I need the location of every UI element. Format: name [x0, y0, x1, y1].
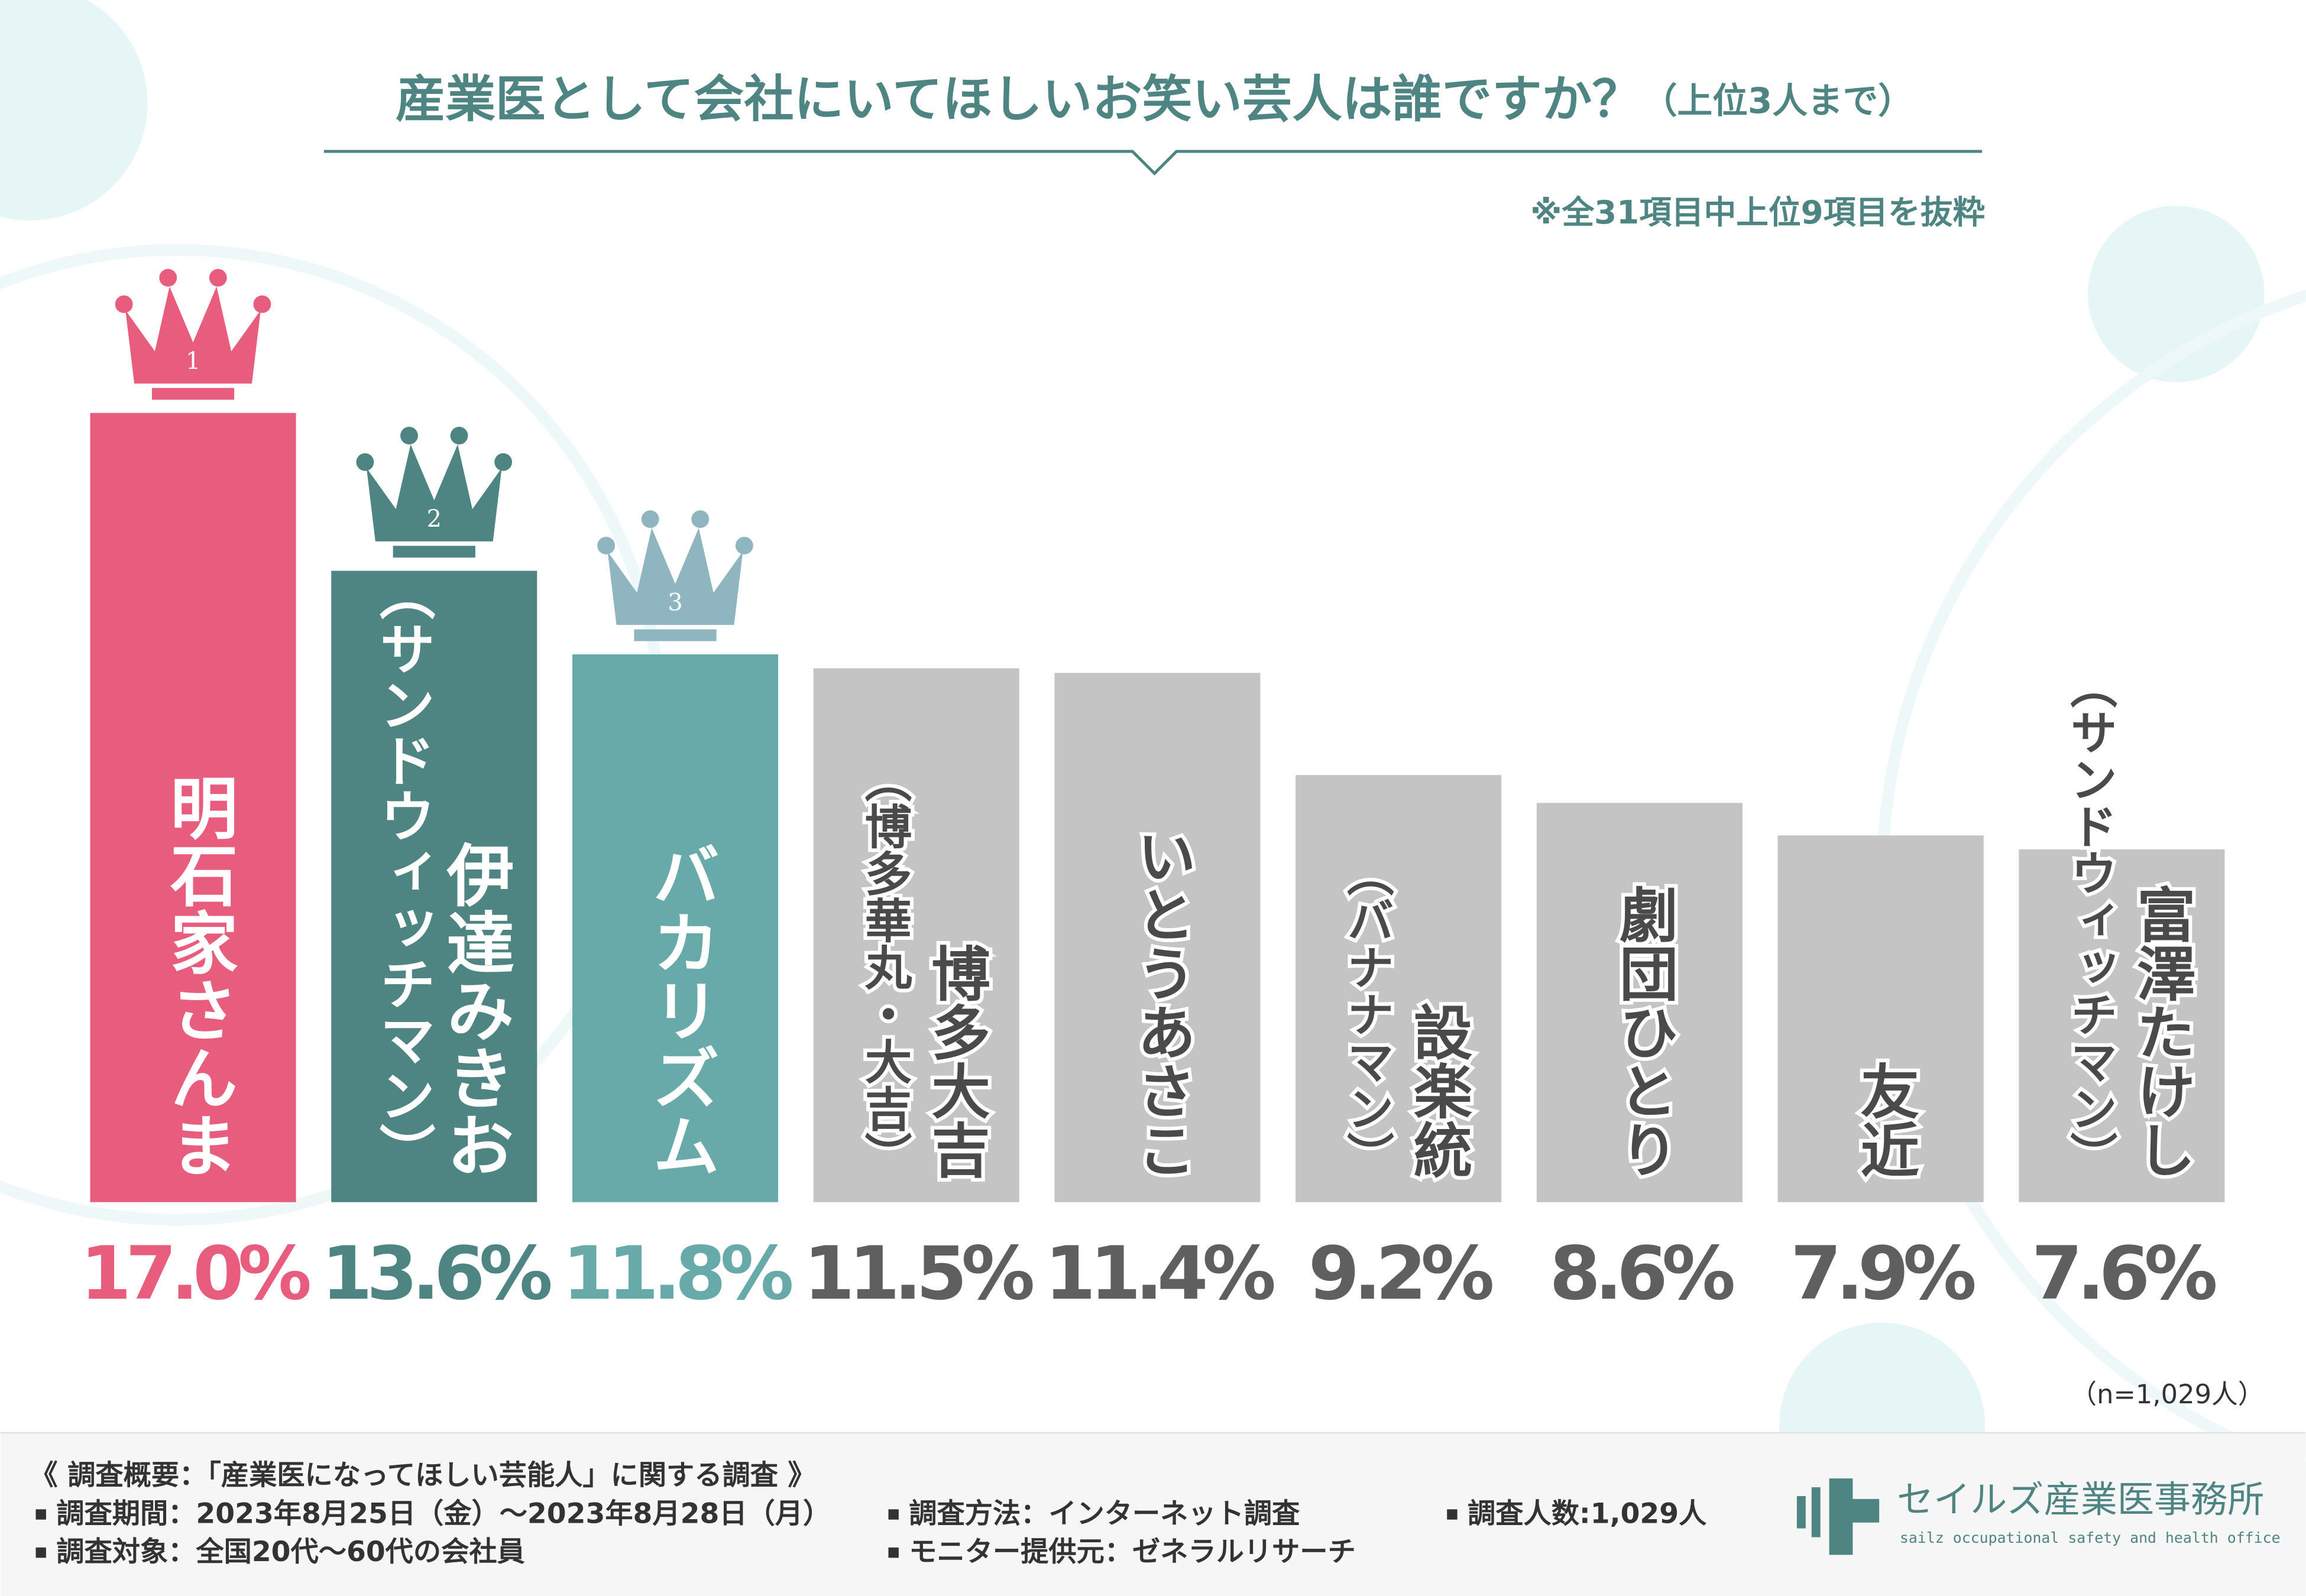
subtitle: ※全31項目中上位9項目を抜粋	[1530, 193, 1985, 231]
crown-jewel	[494, 453, 513, 471]
crown-base	[634, 629, 717, 641]
bar	[2019, 849, 2225, 1202]
value-label: 9.2%	[1309, 1231, 1492, 1316]
footer-item: 調査方法：インターネット調査	[909, 1497, 1300, 1530]
bar	[1295, 775, 1502, 1202]
value-label: 13.6%	[322, 1231, 551, 1316]
crown-jewel	[597, 537, 616, 554]
rank-label: 3	[668, 589, 682, 616]
category-note: （博多華丸・大吉）	[857, 755, 912, 1179]
footer-heading: 《 調査概要：「産業医になってほしい芸能人」に関する調査 》	[30, 1459, 816, 1492]
crown-shape	[125, 286, 261, 384]
footer-item: 調査対象：全国20代～60代の会社員	[56, 1536, 524, 1568]
category-note: （バナナマン）	[1339, 849, 1394, 1179]
title-main: 産業医として会社にいてほしいお笑い芸人は誰ですか？	[396, 70, 1642, 128]
bullet	[1447, 1509, 1458, 1520]
category-label: 伊達みきお	[435, 841, 515, 1179]
bullet	[35, 1509, 46, 1520]
crown-shape	[607, 528, 743, 625]
value-label: 7.9%	[1790, 1231, 1974, 1316]
category-label: 博多大吉	[921, 943, 990, 1179]
crown-jewel	[450, 426, 468, 445]
category-label: バカリズム	[641, 841, 720, 1179]
crown-base	[151, 388, 235, 400]
bar	[1054, 673, 1261, 1202]
footer-bg	[0, 1433, 2306, 1596]
title-rule	[323, 150, 1983, 176]
bar	[572, 654, 779, 1202]
category-note: （サンドウィッチマン）	[370, 565, 435, 1179]
category-label: 劇団ひとり	[1609, 885, 1679, 1179]
crown-jewel	[253, 295, 271, 313]
category-label: 明石家さんま	[158, 773, 238, 1179]
category-note: （サンドウィッチマン）	[2062, 661, 2117, 1179]
category-label: 設楽統	[1404, 1003, 1473, 1179]
crown: 2	[356, 426, 513, 558]
crown-jewel	[641, 510, 659, 528]
category-label: いとうあさこ	[1127, 826, 1195, 1179]
value-label: 7.6%	[2032, 1231, 2216, 1316]
category-label: 富澤たけし	[2127, 884, 2195, 1179]
crown-jewel	[735, 537, 753, 554]
value-label: 17.0%	[80, 1231, 310, 1316]
bullet	[888, 1547, 899, 1558]
logo-sub: sailz occupational safety and health off…	[1900, 1529, 2281, 1546]
value-label: 8.6%	[1549, 1231, 1733, 1316]
logo-mark	[1811, 1487, 1821, 1537]
logo-mark	[1796, 1496, 1806, 1529]
crown-jewel	[691, 510, 710, 528]
chart-title: 産業医として会社にいてほしいお笑い芸人は誰ですか？（上位3人まで）	[396, 70, 1913, 128]
crown: 3	[597, 510, 753, 641]
logo-mark	[1829, 1478, 1880, 1555]
crown-jewel	[159, 268, 177, 287]
crown-jewel	[115, 295, 133, 313]
bar	[813, 668, 1019, 1202]
logo: セイルズ産業医事務所 sailz occupational safety and…	[1796, 1478, 2281, 1555]
sample-note: （n=1,029人）	[2070, 1378, 2264, 1410]
decor-circle	[2088, 206, 2265, 382]
bullet	[35, 1547, 46, 1558]
crown-jewel	[400, 426, 418, 445]
crown-jewel	[209, 268, 227, 287]
footer-item: 調査人数:1,029人	[1468, 1497, 1706, 1530]
footer-item: モニター提供元：ゼネラルリサーチ	[909, 1536, 1356, 1568]
crown-base	[393, 546, 475, 558]
category-label: 友近	[1850, 1061, 1919, 1179]
value-label: 11.8%	[562, 1231, 792, 1316]
value-label: 11.4%	[1045, 1231, 1274, 1316]
crown: 1	[115, 268, 271, 400]
bullet	[888, 1509, 899, 1520]
footer-item: 調査期間：2023年8月25日（金）～2023年8月28日（月）	[56, 1497, 831, 1530]
logo-name: セイルズ産業医事務所	[1897, 1478, 2264, 1521]
rank-label: 1	[186, 348, 200, 375]
bar	[1536, 803, 1743, 1202]
crown-jewel	[356, 453, 374, 471]
rank-label: 2	[427, 505, 442, 533]
crown-shape	[366, 444, 502, 541]
bar	[90, 413, 296, 1202]
value-label: 11.5%	[804, 1231, 1033, 1316]
decor-circle	[0, 0, 148, 220]
title-suffix: （上位3人まで）	[1642, 81, 1913, 122]
bar	[1777, 835, 1984, 1202]
bar	[331, 570, 537, 1202]
